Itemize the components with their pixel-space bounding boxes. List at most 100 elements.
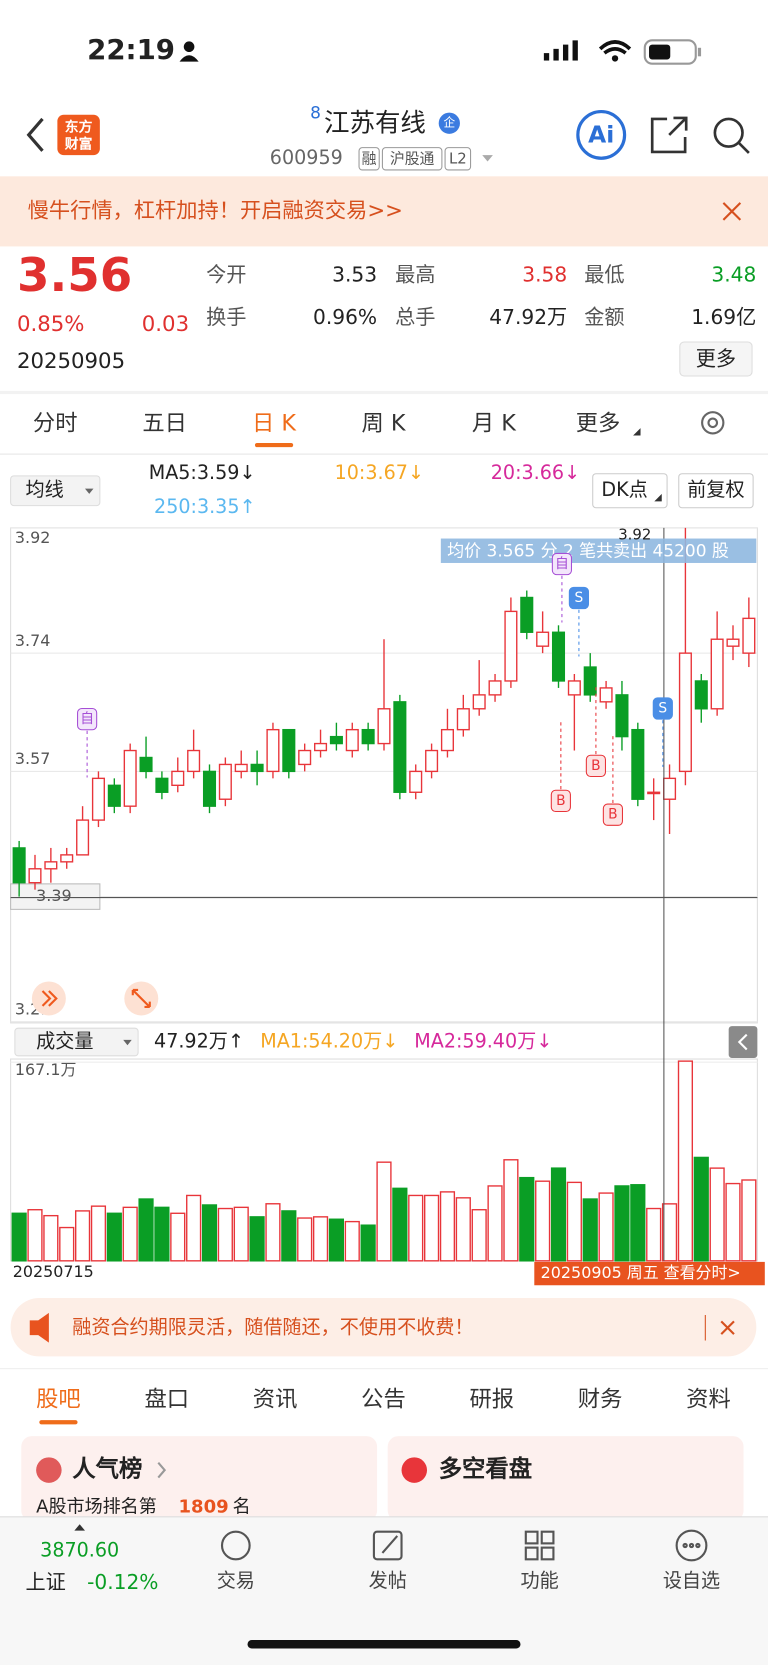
tab[interactable]: 公告 [361, 1386, 406, 1412]
volume-bar [344, 1220, 360, 1262]
side-tab[interactable] [728, 1026, 758, 1058]
tab[interactable]: 研报 [470, 1386, 515, 1412]
candle-body [504, 610, 518, 682]
volume-value: 47.92万↑ [154, 1030, 244, 1053]
index-arrow [74, 1524, 85, 1531]
settings-button[interactable] [701, 411, 725, 435]
tab[interactable]: 周 K [361, 410, 406, 436]
stat-label: 总手 [395, 305, 435, 329]
current-date-bg[interactable] [534, 1261, 765, 1286]
promo-close[interactable] [720, 1320, 735, 1335]
dk-button[interactable] [592, 473, 668, 509]
index-pct[interactable]: -0.12% [87, 1570, 158, 1594]
duo-card[interactable] [387, 1436, 744, 1522]
volume-bar [487, 1185, 503, 1262]
tab[interactable]: 股吧 [36, 1386, 81, 1412]
candle-body [155, 777, 169, 793]
tab[interactable]: 资料 [686, 1386, 731, 1412]
search-button[interactable] [713, 117, 750, 154]
back-button[interactable] [26, 117, 44, 152]
marker: 自 [555, 556, 569, 572]
tab[interactable]: 月 K [472, 410, 517, 436]
tab[interactable]: 更多 [576, 410, 621, 436]
stat-value: 0.96% [313, 305, 377, 329]
ma250: 250:3.35↑ [154, 495, 255, 518]
volume-bar [471, 1209, 487, 1262]
hot-card[interactable] [21, 1436, 378, 1522]
dropdown-arrow[interactable] [482, 155, 493, 162]
promo-text[interactable]: 融资合约期限灵活，随借随还，不使用不收费！ [72, 1315, 473, 1338]
tag: 沪股通 [390, 149, 435, 167]
candle-body [393, 701, 407, 793]
volume-bar [360, 1224, 376, 1262]
volume-bar [138, 1198, 154, 1262]
stat-label: 金额 [584, 305, 624, 329]
share-button[interactable] [650, 116, 688, 154]
hot-title[interactable]: 人气榜 [72, 1455, 142, 1483]
tab[interactable]: 资讯 [253, 1386, 298, 1412]
tab[interactable]: 五日 [142, 410, 187, 436]
promo[interactable] [10, 1298, 757, 1357]
dk-label[interactable]: DK点 [601, 478, 647, 501]
candle-body [488, 680, 502, 696]
index-value[interactable]: 3870.60 [40, 1538, 119, 1561]
nav-label[interactable]: 发帖 [369, 1569, 407, 1592]
volume-bar [281, 1210, 297, 1262]
volume-bar [249, 1216, 265, 1262]
volume-bar [11, 1212, 27, 1262]
volume-select-label[interactable]: 成交量 [36, 1030, 93, 1053]
stat-value: 3.53 [332, 263, 377, 287]
index-name[interactable]: 上证 [26, 1570, 66, 1594]
marker: S [658, 700, 667, 716]
chevron [157, 1461, 167, 1479]
candle-body [76, 819, 90, 856]
tab[interactable]: 盘口 [144, 1386, 189, 1412]
candle-body [187, 749, 201, 773]
marker-bg [652, 697, 673, 720]
close-banner[interactable] [722, 202, 742, 221]
volume-bar [376, 1161, 392, 1262]
side-tab-arrow [737, 1033, 748, 1051]
status-icons [179, 39, 702, 65]
volume-bar [154, 1206, 170, 1262]
current-date[interactable]: 20250905 周五 查看分时> [541, 1263, 741, 1282]
stat-label: 最低 [584, 263, 624, 287]
nav-label[interactable]: 交易 [217, 1569, 255, 1592]
volume-bar [265, 1203, 281, 1262]
status-time: 22:19 [87, 33, 175, 66]
chart-tools[interactable] [31, 981, 159, 1016]
start-date: 20250715 [13, 1262, 94, 1281]
tab[interactable]: 财务 [578, 1386, 623, 1412]
banner[interactable] [0, 176, 768, 247]
ai-button[interactable] [576, 109, 627, 160]
volume-select[interactable] [14, 1027, 139, 1057]
tab[interactable]: 分时 [33, 410, 78, 436]
more-button[interactable] [679, 341, 753, 377]
volume-bar [439, 1191, 456, 1262]
ai-label[interactable]: Ai [588, 120, 614, 148]
volume-bar [709, 1167, 725, 1262]
marker: B [608, 807, 617, 823]
y-tick-label: 3.74 [15, 631, 50, 650]
more-label[interactable]: 更多 [696, 347, 736, 371]
nav-label[interactable]: 功能 [520, 1569, 558, 1592]
ma-select[interactable] [10, 475, 101, 507]
duo-title[interactable]: 多空看盘 [439, 1455, 532, 1483]
fq-label[interactable]: 前复权 [687, 478, 744, 501]
volume-bar [328, 1218, 345, 1262]
ma-select-label[interactable]: 均线 [26, 478, 64, 501]
fq-button[interactable] [678, 473, 754, 509]
volume-bar [43, 1214, 59, 1262]
volume-bar [423, 1194, 440, 1262]
volume-bar [519, 1176, 535, 1262]
more-arrow [633, 428, 641, 436]
tab[interactable]: 日 K [252, 410, 297, 436]
volume-bar [550, 1167, 567, 1262]
y-tick-label: 167.1万 [15, 1060, 77, 1079]
marker: 自 [80, 711, 94, 727]
banner-text[interactable]: 慢牛行情，杠杆加持！开启融资交易>> [28, 198, 403, 223]
tag-box [358, 147, 380, 171]
cross-high: 3.92 [618, 525, 651, 543]
tab-underline [254, 442, 294, 448]
nav-label[interactable]: 设自选 [663, 1569, 720, 1592]
